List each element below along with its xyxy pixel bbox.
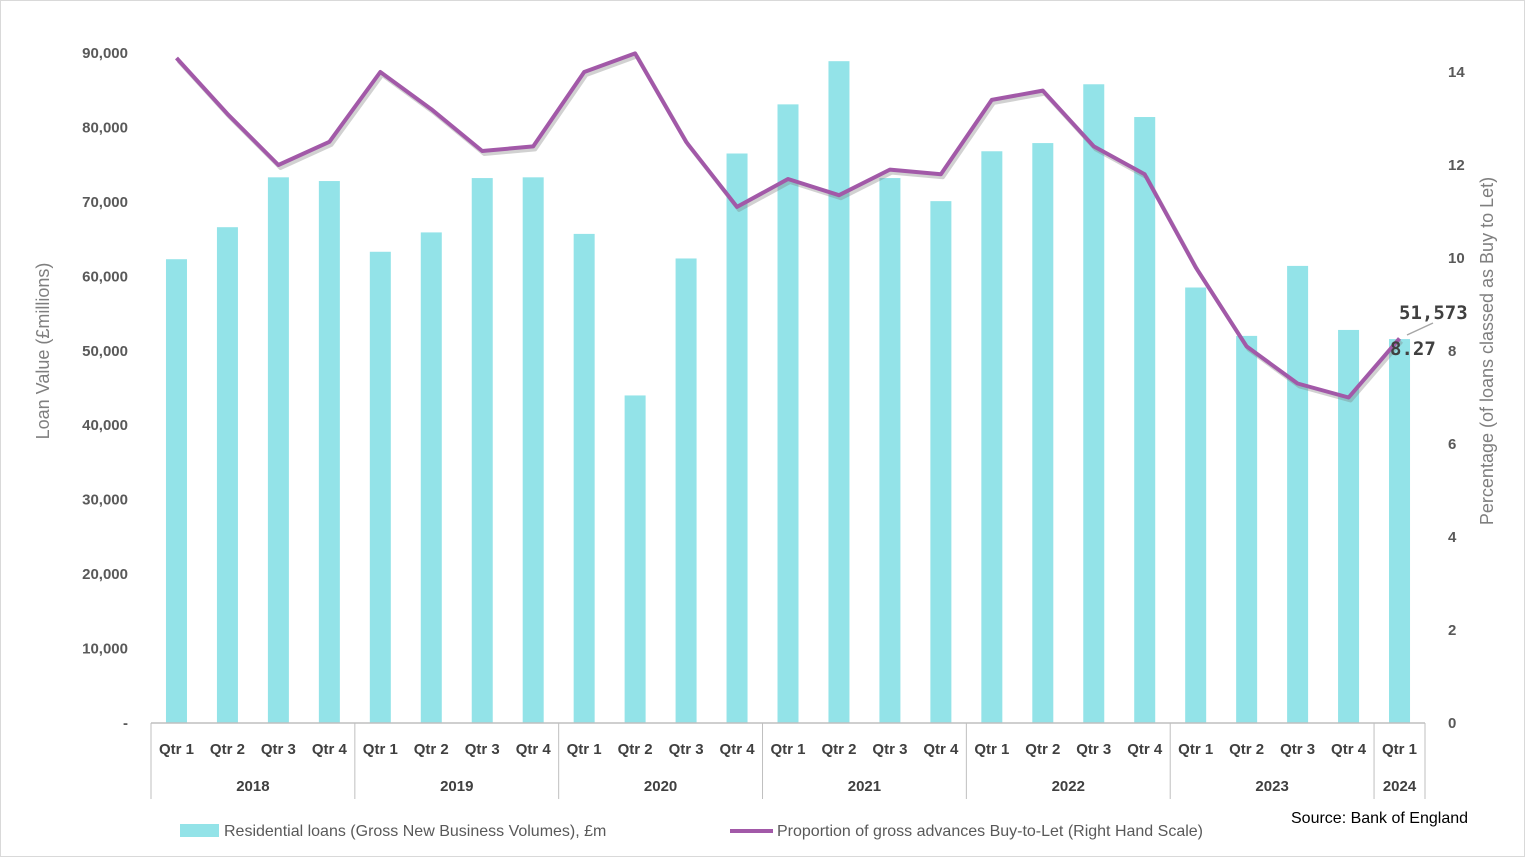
- bar: [828, 61, 850, 723]
- legend: Residential loans (Gross New Business Vo…: [180, 823, 1203, 840]
- x-tick-quarter: Qtr 1: [1382, 741, 1417, 758]
- x-tick-quarter: Qtr 2: [210, 741, 245, 758]
- x-tick-quarter: Qtr 2: [1229, 741, 1264, 758]
- right-axis-ticks: 0 2 4 6 8 10 12 14: [1448, 64, 1465, 732]
- right-tick-label: 8: [1448, 343, 1456, 360]
- x-tick-quarter: Qtr 4: [1331, 741, 1367, 758]
- line-series: [175, 51, 1404, 403]
- x-tick-quarter: Qtr 4: [1127, 741, 1163, 758]
- x-tick-quarter: Qtr 4: [720, 741, 756, 758]
- right-tick-label: 2: [1448, 622, 1456, 639]
- bar-last-data-label: 51,573: [1399, 302, 1468, 324]
- x-tick-quarter: Qtr 1: [159, 741, 194, 758]
- x-tick-quarter: Qtr 1: [974, 741, 1009, 758]
- bar: [1236, 335, 1258, 723]
- bar: [981, 151, 1003, 723]
- x-tick-quarter: Qtr 3: [872, 741, 907, 758]
- x-tick-quarter: Qtr 2: [414, 741, 449, 758]
- x-tick-quarter: Qtr 3: [261, 741, 296, 758]
- bar: [573, 233, 595, 723]
- x-tick-quarter: Qtr 4: [312, 741, 348, 758]
- legend-swatch-bars: [180, 824, 219, 837]
- bar: [1389, 339, 1411, 723]
- x-tick-quarter: Qtr 3: [1280, 741, 1315, 758]
- data-label-leader-line: [1406, 322, 1434, 336]
- bar: [1083, 84, 1105, 724]
- x-tick-year: 2024: [1383, 778, 1417, 795]
- bar: [165, 259, 187, 723]
- bar: [930, 201, 952, 724]
- right-tick-label: 4: [1448, 529, 1457, 546]
- x-tick-quarter: Qtr 3: [1076, 741, 1111, 758]
- bar: [369, 251, 391, 723]
- right-tick-label: 6: [1448, 436, 1456, 453]
- legend-label-bars: Residential loans (Gross New Business Vo…: [224, 823, 606, 840]
- right-tick-label: 10: [1448, 250, 1465, 267]
- left-tick-label: 80,000: [82, 119, 128, 136]
- x-tick-quarter: Qtr 3: [669, 741, 704, 758]
- bar: [675, 258, 697, 723]
- bar: [624, 395, 646, 723]
- bar: [216, 227, 238, 723]
- x-tick-quarter: Qtr 4: [516, 741, 552, 758]
- x-tick-year: 2020: [644, 778, 677, 795]
- left-tick-label: 50,000: [82, 343, 128, 360]
- bar: [1338, 329, 1360, 723]
- x-tick-quarter: Qtr 4: [923, 741, 959, 758]
- left-tick-label: 70,000: [82, 194, 128, 211]
- left-tick-label: 40,000: [82, 417, 128, 434]
- left-axis-title: Loan Value (£millions): [33, 263, 53, 440]
- left-axis-ticks: - 10,000 20,000 30,000 40,000 50,000 60,000 70,…: [82, 45, 128, 732]
- bar: [726, 153, 748, 723]
- x-tick-year: 2023: [1255, 778, 1288, 795]
- x-tick-year: 2018: [236, 778, 269, 795]
- left-tick-label: 20,000: [82, 566, 128, 583]
- bar: [777, 104, 799, 723]
- left-tick-label: 10,000: [82, 641, 128, 658]
- x-tick-year: 2019: [440, 778, 473, 795]
- left-tick-label: -: [123, 715, 128, 732]
- x-tick-quarter: Qtr 3: [465, 741, 500, 758]
- x-tick-quarter: Qtr 2: [821, 741, 856, 758]
- left-tick-label: 30,000: [82, 492, 128, 509]
- bar-series: [165, 61, 1411, 724]
- bar: [318, 181, 340, 724]
- left-tick-label: 60,000: [82, 268, 128, 285]
- x-tick-year: 2021: [848, 778, 881, 795]
- right-tick-label: 14: [1448, 64, 1465, 81]
- line-last-data-label: 8.27: [1390, 338, 1436, 360]
- bar: [1134, 117, 1156, 724]
- bar: [420, 232, 442, 723]
- x-tick-quarter: Qtr 2: [618, 741, 653, 758]
- source-note: Source: Bank of England: [1291, 810, 1468, 827]
- bar: [1185, 287, 1207, 723]
- right-tick-label: 12: [1448, 157, 1465, 174]
- x-tick-quarter: Qtr 2: [1025, 741, 1060, 758]
- right-axis-title: Percentage (of loans classed as Buy to L…: [1477, 177, 1497, 525]
- bar: [1287, 265, 1309, 723]
- x-tick-quarter: Qtr 1: [770, 741, 805, 758]
- bar: [879, 178, 901, 724]
- legend-label-line: Proportion of gross advances Buy-to-Let …: [777, 823, 1203, 840]
- bar: [267, 177, 289, 724]
- x-tick-quarter: Qtr 1: [363, 741, 398, 758]
- right-tick-label: 0: [1448, 715, 1456, 732]
- left-tick-label: 90,000: [82, 45, 128, 62]
- x-tick-quarter: Qtr 1: [1178, 741, 1213, 758]
- x-tick-quarter: Qtr 1: [567, 741, 602, 758]
- x-axis: Qtr 1 Qtr 2 Qtr 3 Qtr 4 Qtr 1 Qtr 2 Qtr 3 Qtr 4…: [150, 722, 1426, 799]
- bar: [471, 178, 493, 724]
- x-tick-year: 2022: [1052, 778, 1085, 795]
- bar: [522, 177, 544, 724]
- bar: [1032, 143, 1054, 724]
